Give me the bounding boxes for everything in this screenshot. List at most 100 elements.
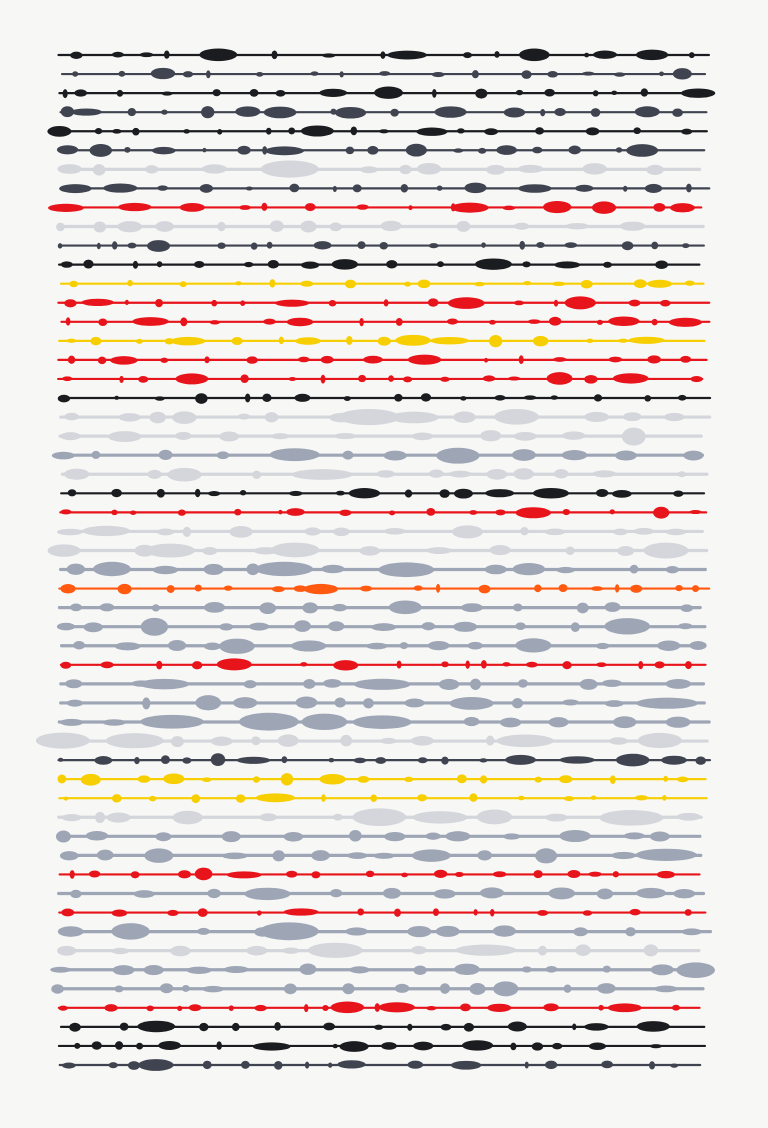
ink-blob [137,775,151,783]
ink-blob [561,450,588,461]
ink-blob [575,944,591,956]
ink-blob [152,565,179,575]
ink-blob [151,146,176,155]
ink-blob [609,737,629,745]
ink-blob [278,336,284,345]
ink-blob [404,281,412,287]
ink-blob [60,661,72,669]
ink-blob [155,298,163,308]
ink-blob [261,202,268,211]
ink-blob [532,146,543,154]
ink-blob [572,1023,577,1031]
ink-blob [480,430,502,442]
ink-stroke [59,111,708,114]
ink-blob [675,585,683,592]
ink-blob [373,852,395,859]
ink-blob [286,508,305,516]
ink-blob [231,337,243,345]
ink-blob [475,88,488,99]
ink-blob [339,71,344,78]
ink-blob [517,795,525,801]
ink-line-dark-gray [58,1059,702,1071]
ink-line-gray-blue [57,600,702,615]
ink-blob [256,910,262,916]
ink-blob [251,736,261,746]
ink-blob [505,754,537,765]
ink-blob [677,394,687,401]
ink-blob [194,488,201,498]
ink-blob [172,411,197,424]
ink-blob [590,795,597,800]
ink-blob [515,638,552,653]
ink-blob [469,983,486,995]
ink-line-gray-blue [59,561,707,578]
ink-blob [434,106,467,118]
ink-blob [244,887,291,901]
ink-blob [456,774,467,784]
ink-blob [489,544,511,556]
ink-blob [650,964,674,976]
ink-blob [303,679,316,689]
ink-blob [665,565,679,574]
ink-blob [199,184,213,193]
ink-blob [564,296,596,310]
ink-blob [283,983,297,995]
ink-blob [61,908,75,917]
ink-blob [689,641,707,650]
ink-blob [464,182,487,194]
ink-blob [562,508,571,516]
ink-blob [70,51,83,59]
ink-line-dark-gray [57,753,712,767]
ink-blob [507,1021,527,1032]
ink-blob [211,299,218,307]
ink-line-light-gray [57,942,701,958]
ink-blob [132,127,140,136]
ink-blob [329,889,343,898]
ink-blob [267,260,279,269]
ink-blob [635,49,669,61]
ink-blob [421,622,436,631]
ink-blob [584,52,590,58]
ink-blob [365,870,375,878]
ink-blob [649,1044,663,1049]
ink-blob [420,393,432,402]
ink-stroke [59,930,712,934]
ink-blob [680,355,692,363]
ink-line-black [58,258,701,270]
ink-blob [378,562,435,578]
ink-line-red [57,1001,701,1014]
ink-blob [567,869,581,879]
ink-blob [111,129,122,134]
ink-blob [294,620,311,632]
ink-blob [240,300,246,306]
ink-blob [441,661,449,668]
ink-blob [534,584,542,593]
ink-blob [69,870,75,879]
ink-blob [399,642,409,650]
ink-line-yellow [58,334,706,348]
ink-blob [103,183,138,193]
ink-blob [514,222,530,230]
ink-blob [680,88,716,98]
ink-blob [209,320,220,325]
ink-blob [338,409,400,426]
ink-blob [271,433,290,440]
ink-blob [323,1022,336,1031]
ink-blob [453,621,478,632]
ink-blob [463,52,472,59]
ink-blob [395,334,431,346]
ink-blob [407,925,432,938]
ink-blob [599,810,664,826]
ink-blob [188,1004,202,1012]
ink-blob [522,261,531,268]
ink-line-light-gray [47,542,709,559]
ink-blob [343,396,351,402]
ink-blob [138,1059,174,1071]
ink-blob [264,146,305,156]
ink-blob [662,795,667,801]
ink-blob [582,163,607,175]
ink-stroke [59,396,712,400]
ink-blob [132,317,169,326]
ink-blob [611,489,632,498]
